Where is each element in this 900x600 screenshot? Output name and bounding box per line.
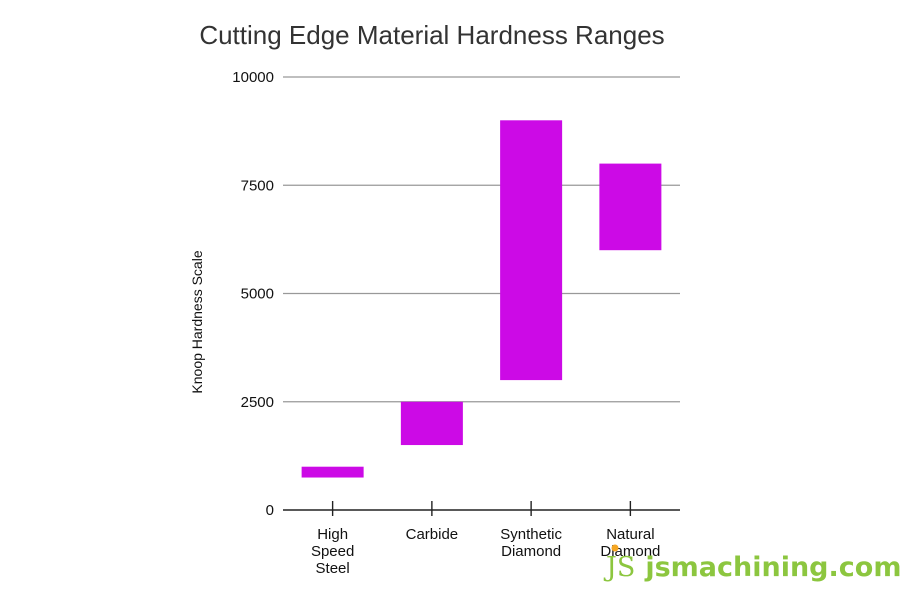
y-axis-label: Knoop Hardness Scale bbox=[189, 250, 205, 393]
category-label-line: High bbox=[317, 526, 348, 543]
category-label-line: Steel bbox=[316, 560, 350, 577]
bar bbox=[599, 163, 662, 251]
bar bbox=[500, 120, 563, 381]
watermark-dot bbox=[611, 544, 619, 552]
bar bbox=[400, 401, 463, 446]
category-label-line: Synthetic bbox=[500, 526, 562, 543]
category-label: Synthetic Diamond bbox=[500, 526, 562, 560]
category-label: Carbide bbox=[406, 526, 459, 543]
y-tick-label: 0 bbox=[266, 502, 274, 519]
category-labels: High Speed Steel Carbide Synthetic Diamond Nat… bbox=[311, 526, 660, 577]
y-tick-label: 10000 bbox=[232, 69, 274, 86]
x-tick-marks bbox=[331, 501, 632, 516]
watermark: JS jsmachining.com bbox=[606, 552, 900, 583]
watermark-text: jsmachining.com bbox=[645, 552, 900, 583]
chart-title: Cutting Edge Material Hardness Ranges bbox=[199, 20, 665, 50]
y-tick-label: 2500 bbox=[241, 394, 274, 411]
y-tick-label: 7500 bbox=[241, 177, 274, 194]
category-label-line: Speed bbox=[311, 543, 354, 560]
bar bbox=[301, 466, 364, 478]
category-label-line: Carbide bbox=[406, 526, 459, 543]
y-tick-label: 5000 bbox=[241, 286, 274, 303]
y-tick-labels: 0 2500 5000 7500 10000 bbox=[232, 69, 274, 519]
bars bbox=[301, 120, 662, 478]
category-label-line: Diamond bbox=[501, 543, 561, 560]
watermark-logo: JS bbox=[606, 552, 636, 583]
category-label: High Speed Steel bbox=[311, 526, 354, 577]
category-label-line: Natural bbox=[606, 526, 654, 543]
grid-lines bbox=[283, 76, 680, 511]
